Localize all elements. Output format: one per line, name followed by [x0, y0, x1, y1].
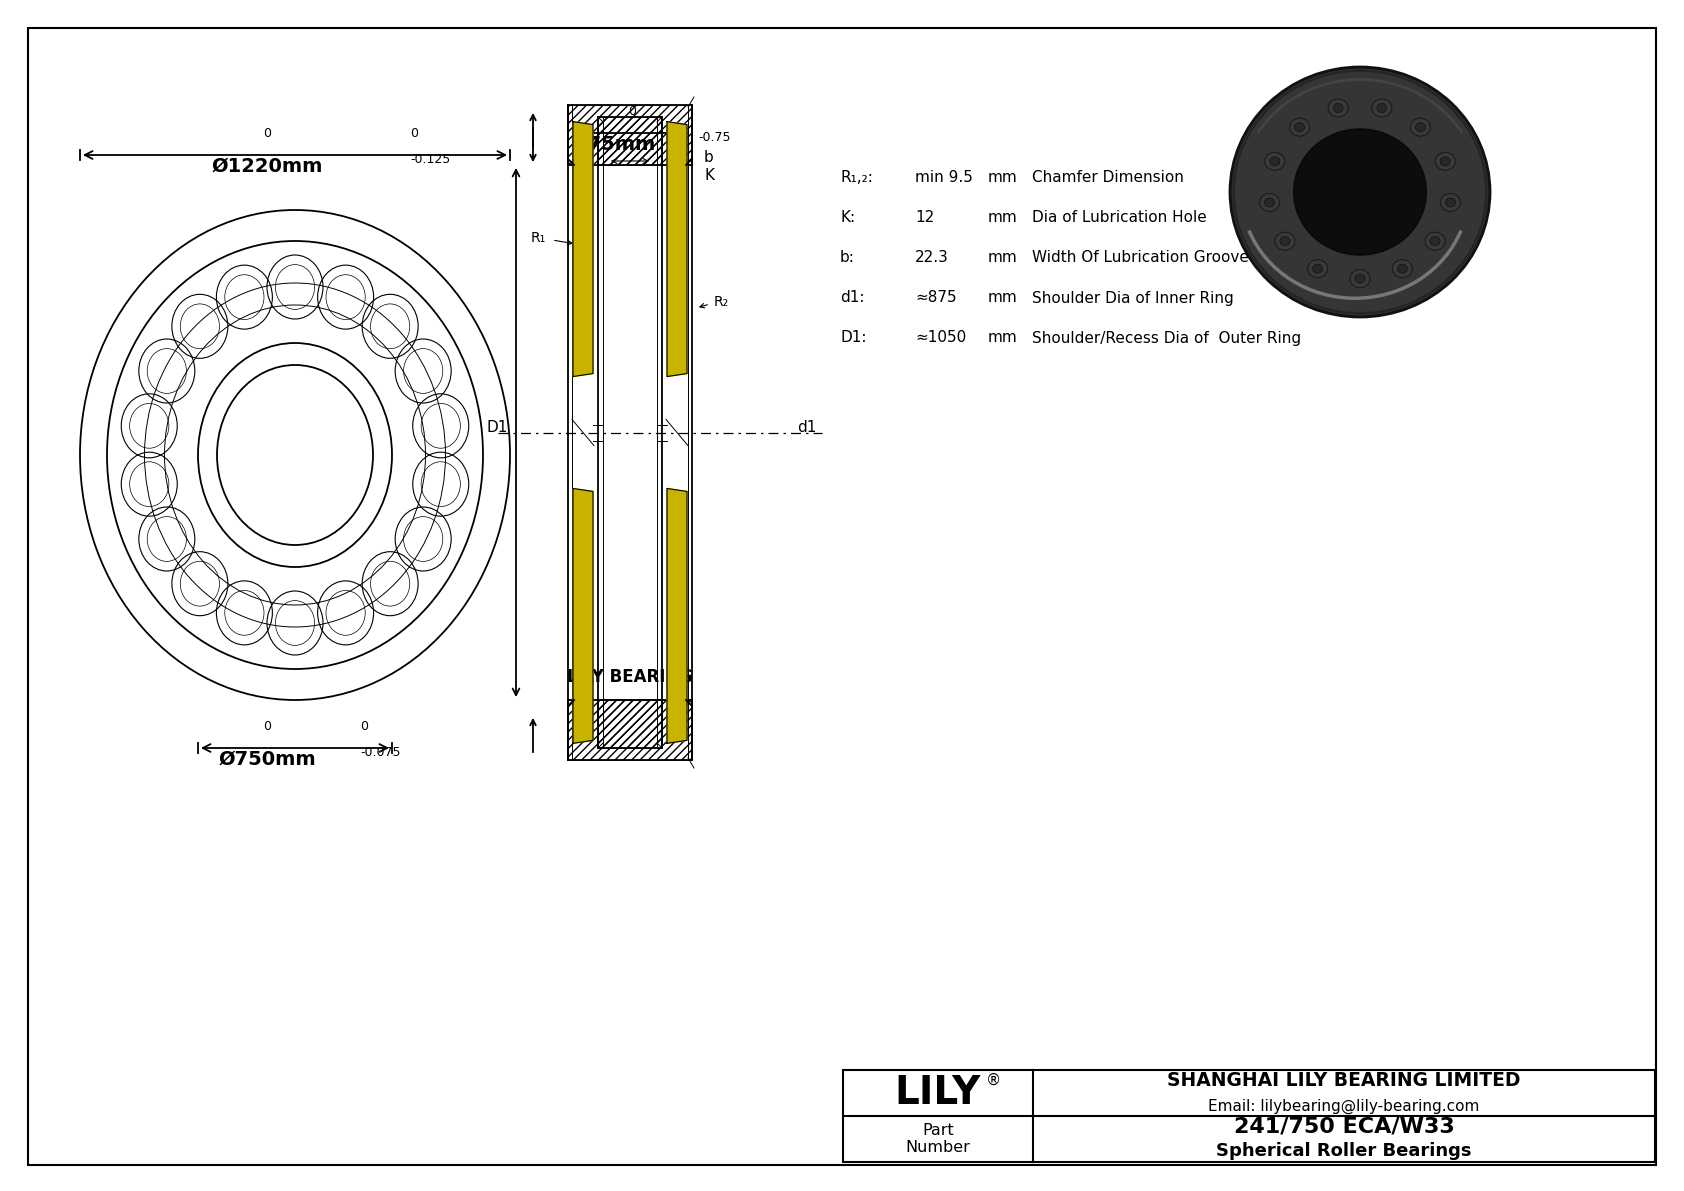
Text: mm: mm	[989, 330, 1017, 345]
Bar	[598, 117, 662, 166]
Text: LILY: LILY	[894, 1074, 982, 1112]
Text: Part
Number: Part Number	[906, 1123, 970, 1155]
Polygon shape	[667, 488, 687, 743]
Text: D1:: D1:	[840, 330, 867, 345]
Ellipse shape	[1260, 193, 1280, 212]
Bar	[568, 700, 692, 760]
Text: 241/750 ECA/W33: 241/750 ECA/W33	[1234, 1117, 1455, 1137]
Ellipse shape	[1265, 152, 1285, 170]
Ellipse shape	[1398, 264, 1408, 273]
Text: 475mm: 475mm	[574, 135, 655, 154]
Text: K:: K:	[840, 211, 855, 225]
Ellipse shape	[1411, 118, 1430, 136]
Ellipse shape	[1378, 104, 1388, 112]
Bar	[598, 700, 662, 748]
Text: Dia of Lubrication Hole: Dia of Lubrication Hole	[1032, 211, 1207, 225]
Text: -0.125: -0.125	[409, 152, 450, 166]
Text: 12: 12	[914, 211, 935, 225]
Text: mm: mm	[989, 291, 1017, 306]
Text: 0: 0	[409, 127, 418, 141]
Ellipse shape	[1265, 198, 1275, 207]
Text: mm: mm	[989, 211, 1017, 225]
Ellipse shape	[1435, 152, 1455, 170]
Text: Chamfer Dimension: Chamfer Dimension	[1032, 170, 1184, 186]
Text: 0: 0	[263, 127, 271, 141]
Text: Spherical Roller Bearings: Spherical Roller Bearings	[1216, 1142, 1472, 1160]
Text: R₂: R₂	[714, 295, 729, 308]
Ellipse shape	[1280, 237, 1290, 245]
Text: min 9.5: min 9.5	[914, 170, 973, 186]
Text: Ø750mm: Ø750mm	[219, 750, 317, 769]
Text: LILY BEARING: LILY BEARING	[568, 668, 694, 686]
Text: R₁,₂:: R₁,₂:	[840, 170, 872, 186]
Ellipse shape	[1425, 232, 1445, 250]
Ellipse shape	[1329, 99, 1349, 117]
Text: Shoulder Dia of Inner Ring: Shoulder Dia of Inner Ring	[1032, 291, 1234, 306]
Text: mm: mm	[989, 250, 1017, 266]
Ellipse shape	[1334, 104, 1344, 112]
Ellipse shape	[1234, 71, 1485, 313]
Text: Shoulder/Recess Dia of  Outer Ring: Shoulder/Recess Dia of Outer Ring	[1032, 330, 1302, 345]
Text: R₁: R₁	[530, 231, 546, 245]
Ellipse shape	[1351, 269, 1371, 287]
Ellipse shape	[1229, 67, 1490, 317]
Text: 0: 0	[263, 721, 271, 732]
Text: Width Of Lubrication Groove: Width Of Lubrication Groove	[1032, 250, 1250, 266]
Text: d1: d1	[797, 420, 817, 435]
Text: D1: D1	[487, 420, 509, 435]
Ellipse shape	[1440, 157, 1450, 166]
Text: 22.3: 22.3	[914, 250, 948, 266]
Bar	[844, 1070, 1655, 1162]
Text: SHANGHAI LILY BEARING LIMITED: SHANGHAI LILY BEARING LIMITED	[1167, 1072, 1521, 1091]
Text: ≈875: ≈875	[914, 291, 957, 306]
Bar	[568, 105, 692, 166]
Text: -0.075: -0.075	[360, 746, 401, 759]
Ellipse shape	[1295, 123, 1305, 132]
Ellipse shape	[1290, 118, 1310, 136]
Text: b:: b:	[840, 250, 855, 266]
Ellipse shape	[1275, 232, 1295, 250]
Text: Ø1220mm: Ø1220mm	[210, 157, 323, 176]
Text: ®: ®	[985, 1073, 1000, 1087]
Text: b: b	[704, 150, 714, 166]
Ellipse shape	[1372, 99, 1391, 117]
Polygon shape	[573, 488, 593, 743]
Ellipse shape	[1308, 260, 1327, 278]
Ellipse shape	[1445, 198, 1455, 207]
Polygon shape	[667, 121, 687, 376]
Ellipse shape	[1393, 260, 1413, 278]
Bar	[598, 117, 662, 166]
Text: 0: 0	[628, 105, 637, 118]
Ellipse shape	[1356, 274, 1366, 283]
Ellipse shape	[1440, 193, 1460, 212]
Ellipse shape	[1293, 130, 1426, 255]
Bar	[568, 105, 692, 166]
Text: 0: 0	[360, 721, 369, 732]
Text: mm: mm	[989, 170, 1017, 186]
Text: K: K	[704, 168, 714, 182]
Polygon shape	[573, 121, 593, 376]
Ellipse shape	[1312, 264, 1322, 273]
Ellipse shape	[1416, 123, 1425, 132]
Text: ≈1050: ≈1050	[914, 330, 967, 345]
Text: -0.75: -0.75	[697, 131, 731, 144]
Bar	[568, 700, 692, 760]
Ellipse shape	[1430, 237, 1440, 245]
Ellipse shape	[1270, 157, 1280, 166]
Text: d1:: d1:	[840, 291, 864, 306]
Text: Email: lilybearing@lily-bearing.com: Email: lilybearing@lily-bearing.com	[1209, 1098, 1480, 1114]
Bar	[598, 700, 662, 748]
